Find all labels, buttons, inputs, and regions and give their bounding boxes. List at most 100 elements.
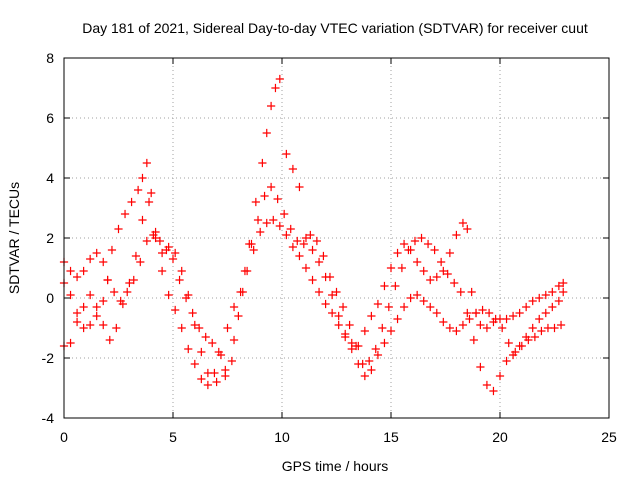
data-point: [188, 308, 197, 318]
data-point: [404, 245, 413, 255]
data-point: [443, 269, 452, 279]
data-point: [554, 281, 563, 291]
series-trace-2: [59, 182, 568, 396]
data-point: [168, 254, 178, 264]
data-point: [367, 365, 376, 375]
data-point: [229, 302, 239, 312]
data-point: [164, 290, 173, 300]
axis-ticks: 0 5 10 15 20 25 -4 -2 0 2 4 6 8: [42, 50, 617, 445]
data-point: [162, 245, 171, 255]
y-axis-label: SDTVAR / TECUs: [6, 182, 22, 294]
data-point: [114, 224, 123, 234]
data-point: [66, 338, 75, 348]
data-point: [559, 278, 568, 288]
grid-lines: [64, 58, 609, 418]
data-point: [134, 185, 143, 195]
data-point: [171, 248, 180, 258]
data-point: [295, 182, 304, 192]
data-point: [515, 308, 524, 318]
data-point: [221, 371, 230, 381]
data-point: [511, 347, 520, 357]
data-point: [190, 359, 199, 369]
data-point: [556, 320, 566, 330]
data-point: [373, 299, 383, 309]
data-point: [267, 101, 276, 111]
data-point: [253, 215, 263, 225]
data-point: [517, 341, 526, 351]
x-axis-label: GPS time / hours: [282, 458, 389, 474]
data-point: [308, 245, 317, 255]
data-point: [476, 362, 485, 372]
data-point: [127, 197, 136, 207]
data-point: [288, 164, 297, 174]
data-point: [524, 335, 533, 345]
data-point: [367, 311, 376, 321]
data-point: [197, 374, 206, 384]
data-point: [522, 302, 531, 312]
data-point: [535, 314, 544, 324]
data-point: [384, 302, 393, 312]
data-point: [347, 344, 356, 354]
data-point: [151, 227, 160, 237]
data-point: [338, 302, 348, 312]
data-point: [535, 293, 544, 303]
data-point: [197, 347, 206, 357]
data-point: [212, 377, 221, 387]
data-point: [262, 218, 271, 228]
data-point: [430, 245, 439, 255]
data-point: [312, 236, 321, 246]
data-point: [463, 224, 472, 234]
data-point: [293, 236, 302, 246]
data-point: [195, 323, 204, 333]
data-point: [541, 290, 550, 300]
data-point: [485, 308, 494, 318]
data-point: [120, 209, 130, 219]
data-point: [280, 209, 289, 219]
data-point: [528, 323, 537, 333]
data-points: [59, 74, 568, 396]
data-point: [99, 257, 108, 267]
data-point: [465, 314, 474, 324]
data-point: [482, 323, 492, 333]
data-point: [201, 332, 210, 342]
data-point: [177, 266, 186, 276]
data-point: [439, 266, 448, 276]
data-point: [282, 149, 291, 159]
data-point: [325, 272, 335, 282]
y-tick-label: 8: [46, 50, 54, 66]
data-point: [328, 308, 337, 318]
data-point: [72, 272, 82, 282]
data-point: [478, 305, 487, 315]
data-point: [79, 323, 88, 333]
data-point: [158, 248, 167, 258]
data-point: [79, 302, 88, 312]
data-point: [508, 311, 518, 321]
data-point: [469, 335, 478, 345]
data-point: [190, 320, 199, 330]
data-point: [365, 356, 374, 366]
data-point: [530, 332, 539, 342]
data-point: [147, 188, 156, 198]
data-point: [463, 308, 472, 318]
x-tick-label: 0: [60, 429, 68, 445]
data-point: [227, 356, 236, 366]
data-point: [229, 335, 239, 345]
data-point: [548, 287, 557, 297]
data-point: [419, 296, 428, 306]
data-point: [391, 281, 400, 291]
data-point: [467, 287, 476, 297]
data-point: [417, 233, 426, 243]
data-point: [99, 296, 108, 306]
data-point: [203, 368, 212, 378]
data-point: [528, 296, 537, 306]
data-point: [548, 302, 557, 312]
data-point: [103, 275, 112, 285]
x-tick-label: 15: [383, 429, 399, 445]
data-point: [491, 314, 500, 324]
data-point: [314, 287, 324, 297]
data-point: [301, 263, 311, 273]
data-point: [399, 302, 409, 312]
data-point: [269, 215, 278, 225]
y-tick-label: 6: [46, 110, 54, 126]
data-point: [271, 83, 280, 93]
